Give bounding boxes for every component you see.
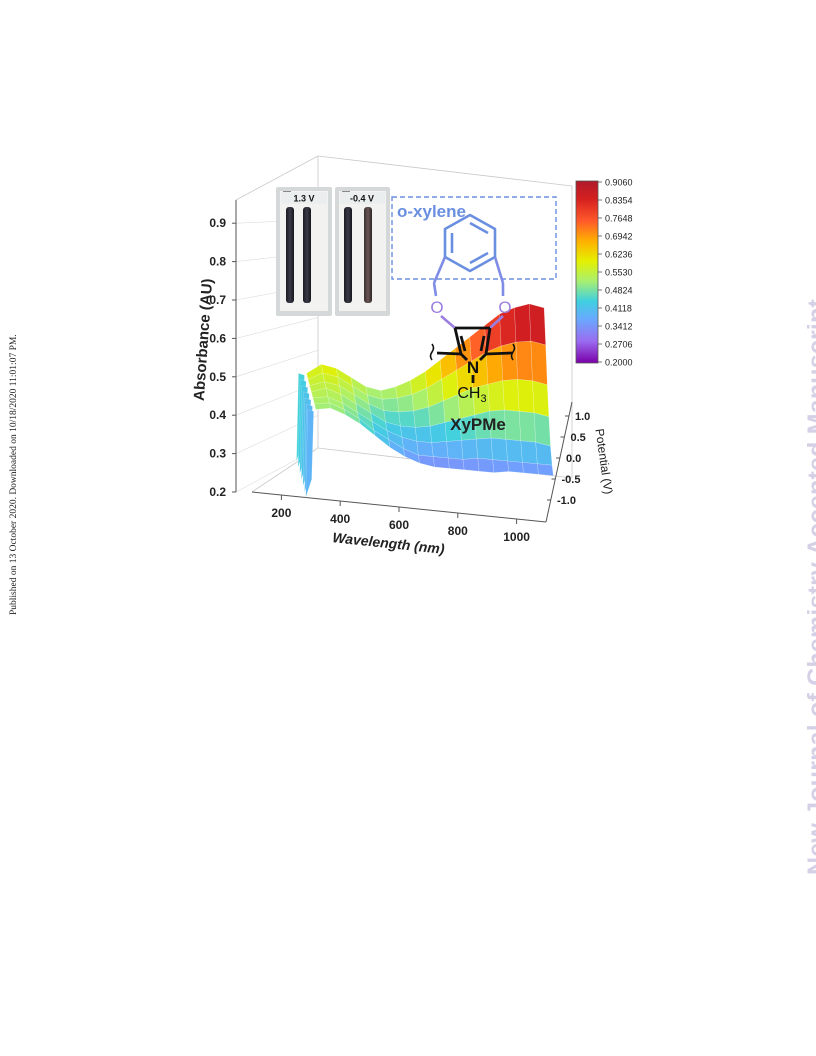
y-tick-label: 0.9 <box>209 216 226 230</box>
surface-cell <box>477 457 495 473</box>
surface-cell <box>505 439 523 463</box>
surface-cell <box>518 411 536 443</box>
surface-cell <box>398 410 416 428</box>
surface-cell <box>462 457 480 472</box>
compound-name: XyPMe <box>450 415 506 434</box>
x-tick-label: 200 <box>271 506 291 520</box>
colorbar-tick-label: 0.6236 <box>605 250 633 260</box>
surface-cell <box>487 380 505 412</box>
pyrrole-ring <box>436 326 513 383</box>
surface-cell <box>431 441 449 459</box>
surface-cell <box>490 437 508 462</box>
z-axis-label: Potential (V) <box>592 428 615 495</box>
colorbar: 0.9060 0.8354 0.7648 0.6942 0.6236 0.5530 0.48… <box>575 178 633 368</box>
colorbar-ticks: 0.9060 0.8354 0.7648 0.6942 0.6236 0.5530 0.48… <box>598 178 633 368</box>
absorbance-ticks: 0.2 0.3 0.4 0.5 0.6 0.7 0.8 0.9 <box>209 216 236 499</box>
colorbar-tick-label: 0.4824 <box>605 286 633 296</box>
surface-cell <box>537 463 554 476</box>
surface-cell <box>517 379 535 414</box>
ether-bonds <box>440 315 504 329</box>
y-tick-label: 0.6 <box>209 331 226 345</box>
z-tick-label: 0.0 <box>566 453 581 465</box>
z-tick-label: -0.5 <box>562 474 581 486</box>
surface-cell <box>433 456 450 469</box>
oxygen-label-right: O <box>498 298 511 317</box>
x-tick-label: 1000 <box>503 530 530 544</box>
photo-panel-1: 1.3 V <box>276 187 332 316</box>
o-xylene-highlight-box <box>391 196 557 280</box>
surface-cell <box>416 441 434 457</box>
colorbar-tick-label: 0.8354 <box>605 196 633 206</box>
surface-cell <box>533 412 551 447</box>
y-tick-label: 0.5 <box>209 370 226 384</box>
colorbar-tick-label: 0.4118 <box>605 304 632 314</box>
y-tick-label: 0.8 <box>209 255 226 269</box>
absorbance-surface <box>296 303 554 498</box>
wavelength-ticks: 200 400 600 800 1000 <box>271 495 530 544</box>
surface-cell <box>486 345 504 385</box>
surface-cell <box>504 409 522 442</box>
polymer-wavy-bond-right <box>510 343 516 361</box>
surface-cell <box>514 303 532 343</box>
polymer-wavy-bond-left <box>429 343 435 361</box>
photo-label-2: -0.4 V <box>350 194 374 204</box>
surface-cell <box>429 422 447 443</box>
surface-cell <box>515 340 533 382</box>
z-tick-label: 1.0 <box>575 411 590 423</box>
photo-panel-2: -0.4 V <box>335 187 390 316</box>
surface-cell <box>492 459 510 473</box>
surface-cell <box>415 425 432 443</box>
xypme-structure: o-xylene O O <box>391 196 557 434</box>
x-tick-label: 800 <box>448 524 468 538</box>
benzene-ring <box>443 213 497 273</box>
x-axis-label: Wavelength (nm) <box>332 529 446 557</box>
surface-cell <box>380 386 398 400</box>
o-xylene-label: o-xylene <box>397 202 466 221</box>
surface-cell <box>475 437 493 460</box>
surface-cell <box>502 379 520 412</box>
methyl-label: CH3 <box>457 385 486 405</box>
colorbar-tick-label: 0.6942 <box>605 232 633 242</box>
surface-cell <box>314 402 331 410</box>
oxygen-label-left: O <box>430 298 443 317</box>
potential-ticks: 1.0 0.5 0.0 -0.5 -1.0 <box>547 411 590 507</box>
grid-line <box>235 349 319 378</box>
y-tick-label: 0.4 <box>209 408 226 422</box>
colorbar-tick-label: 0.3412 <box>605 322 633 332</box>
x-tick-label: 600 <box>389 518 409 532</box>
z-tick-label: -1.0 <box>557 495 576 507</box>
surface-cell <box>446 440 464 460</box>
colorbar-tick-label: 0.9060 <box>605 178 633 188</box>
surface-cell <box>529 303 546 346</box>
photo-label-1: 1.3 V <box>293 194 314 204</box>
surface-cell <box>520 440 538 465</box>
surface-cell <box>522 462 539 475</box>
surface-cell <box>530 340 548 386</box>
surface-cell <box>532 380 550 418</box>
y-tick-label: 0.7 <box>209 293 226 307</box>
y-tick-label: 0.2 <box>209 485 226 499</box>
surface-cell <box>507 460 524 474</box>
colorbar-tick-label: 0.7648 <box>605 214 633 224</box>
surface-cell <box>535 441 553 466</box>
x-tick-label: 400 <box>330 512 350 526</box>
surface-cell <box>413 406 431 428</box>
surface-cell <box>418 454 435 468</box>
colorbar-tick-label: 0.2706 <box>605 340 633 350</box>
inset-photos: 1.3 V -0.4 V <box>276 187 390 316</box>
surface-drape <box>305 409 314 498</box>
colorbar-tick-label: 0.5530 <box>605 268 633 278</box>
surface-cell <box>382 397 400 413</box>
methylene-linkers <box>432 256 505 297</box>
colorbar-tick-label: 0.2000 <box>605 358 633 368</box>
z-tick-label: 0.5 <box>571 432 586 444</box>
y-tick-label: 0.3 <box>209 447 226 461</box>
nitrogen-label: N <box>467 358 479 377</box>
grid-line <box>235 317 319 339</box>
surface-cell <box>461 438 479 460</box>
surface-cell <box>447 457 465 471</box>
